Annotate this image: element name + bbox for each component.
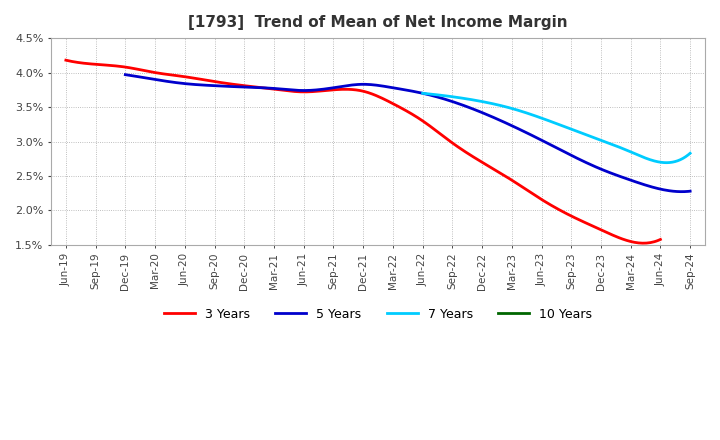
Legend: 3 Years, 5 Years, 7 Years, 10 Years: 3 Years, 5 Years, 7 Years, 10 Years (159, 303, 597, 326)
Title: [1793]  Trend of Mean of Net Income Margin: [1793] Trend of Mean of Net Income Margi… (188, 15, 568, 30)
